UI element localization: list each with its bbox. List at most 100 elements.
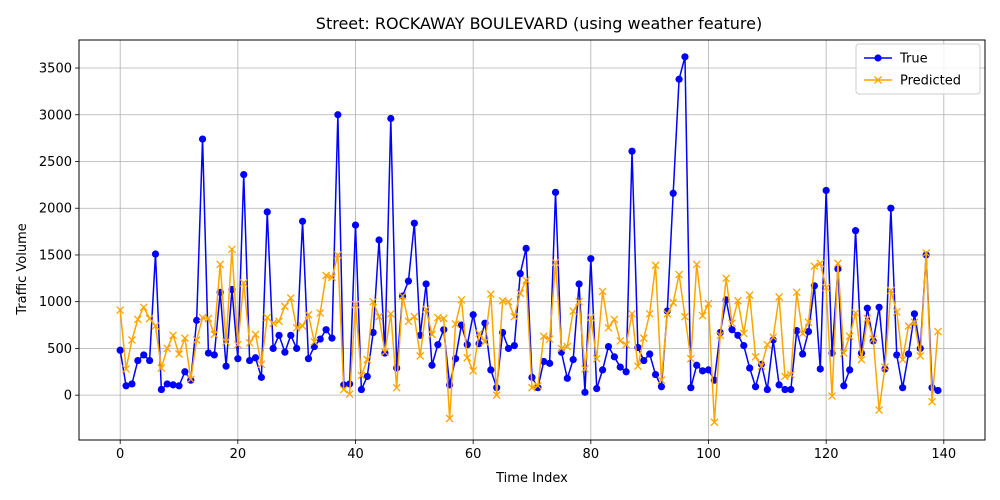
data-point-true	[551, 188, 560, 196]
data-point-true	[610, 353, 618, 361]
data-point-predicted	[504, 297, 513, 306]
data-point-true	[734, 331, 742, 339]
data-point-predicted	[333, 250, 342, 259]
y-tick-label: 2000	[39, 202, 72, 217]
x-axis-label: Time Index	[495, 471, 568, 486]
data-point-predicted	[457, 295, 466, 304]
data-point-predicted	[492, 391, 501, 400]
data-point-predicted	[722, 274, 731, 283]
data-point-predicted	[651, 261, 660, 270]
data-point-predicted	[192, 336, 201, 344]
data-point-predicted	[345, 390, 354, 399]
data-point-true	[469, 311, 477, 319]
data-point-true	[434, 341, 442, 349]
data-point-predicted	[557, 344, 566, 353]
data-point-true	[746, 364, 754, 372]
data-point-predicted	[339, 385, 348, 394]
data-point-predicted	[451, 320, 460, 329]
x-tick-label: 80	[583, 447, 600, 462]
data-point-predicted	[133, 315, 142, 324]
data-point-true	[598, 366, 607, 374]
data-point-true	[651, 370, 660, 379]
data-point-true	[646, 350, 654, 358]
data-point-predicted	[739, 329, 748, 338]
data-point-true	[198, 135, 207, 143]
data-point-predicted	[245, 338, 254, 347]
data-point-true	[787, 385, 795, 394]
data-point-predicted	[851, 308, 860, 317]
data-point-true	[875, 303, 883, 311]
data-point-predicted	[145, 314, 154, 323]
data-point-true	[322, 326, 330, 334]
y-tick-label: 1500	[39, 248, 72, 263]
data-point-predicted	[898, 355, 907, 364]
data-point-predicted	[845, 332, 854, 341]
data-point-true	[140, 351, 148, 359]
data-point-predicted	[522, 276, 531, 285]
data-point-predicted	[528, 383, 536, 392]
data-point-predicted	[822, 283, 831, 292]
data-point-true	[410, 219, 418, 227]
data-point-predicted	[933, 327, 942, 336]
data-point-predicted	[116, 306, 125, 315]
data-point-predicted	[716, 331, 725, 340]
data-point-true	[581, 388, 589, 396]
data-point-predicted	[169, 331, 178, 340]
data-point-true	[463, 341, 471, 349]
data-point-predicted	[445, 414, 454, 423]
data-point-predicted	[322, 271, 331, 280]
series-line-predicted	[119, 249, 939, 423]
data-point-predicted	[792, 288, 801, 297]
data-point-predicted	[663, 309, 672, 318]
data-point-predicted	[628, 309, 636, 318]
data-point-true	[351, 221, 360, 229]
data-point-true	[128, 380, 136, 388]
data-point-true	[728, 326, 736, 334]
data-point-predicted	[881, 363, 889, 372]
data-point-true	[593, 384, 601, 393]
data-point-predicted	[592, 354, 601, 363]
data-point-true	[804, 327, 813, 336]
y-tick-label: 3000	[39, 108, 72, 123]
y-axis: 0 500 1000 1500 2000 2500 3000 3500	[39, 62, 79, 404]
data-point-true	[704, 366, 713, 374]
data-point-predicted	[463, 353, 472, 362]
data-point-predicted	[392, 383, 401, 392]
data-point-predicted	[351, 300, 360, 309]
legend-box	[855, 43, 981, 95]
data-point-true	[681, 53, 689, 61]
y-axis-label: Traffic Volume	[15, 223, 30, 316]
legend: True Predicted	[855, 43, 981, 95]
data-point-predicted	[151, 322, 160, 330]
data-point-true	[616, 363, 624, 371]
data-point-true	[428, 361, 436, 369]
data-point-true	[563, 374, 571, 382]
data-point-predicted	[310, 337, 319, 346]
data-point-true	[740, 342, 748, 350]
data-point-true	[675, 75, 683, 83]
x-axis: 0 20 40 60 80 100 120 140	[116, 440, 956, 462]
data-point-predicted	[863, 314, 872, 323]
data-point-predicted	[580, 365, 589, 373]
data-point-predicted	[698, 311, 707, 320]
data-point-predicted	[233, 340, 242, 349]
data-point-predicted	[810, 262, 819, 271]
data-point-predicted	[922, 249, 931, 258]
data-point-true	[134, 356, 142, 365]
data-point-true	[293, 344, 301, 353]
data-point-true	[816, 365, 824, 373]
data-point-predicted	[645, 309, 654, 318]
data-point-predicted	[775, 293, 784, 301]
data-point-true	[751, 383, 760, 391]
data-point-true	[669, 189, 677, 197]
y-tick-label: 500	[47, 342, 72, 357]
data-point-predicted	[422, 305, 431, 314]
data-point-true	[793, 327, 801, 335]
data-point-predicted	[175, 350, 183, 358]
data-point-predicted	[545, 335, 554, 344]
data-point-true	[910, 310, 919, 318]
data-point-predicted	[869, 335, 878, 344]
data-point-predicted	[210, 330, 219, 339]
data-point-predicted	[186, 375, 195, 384]
